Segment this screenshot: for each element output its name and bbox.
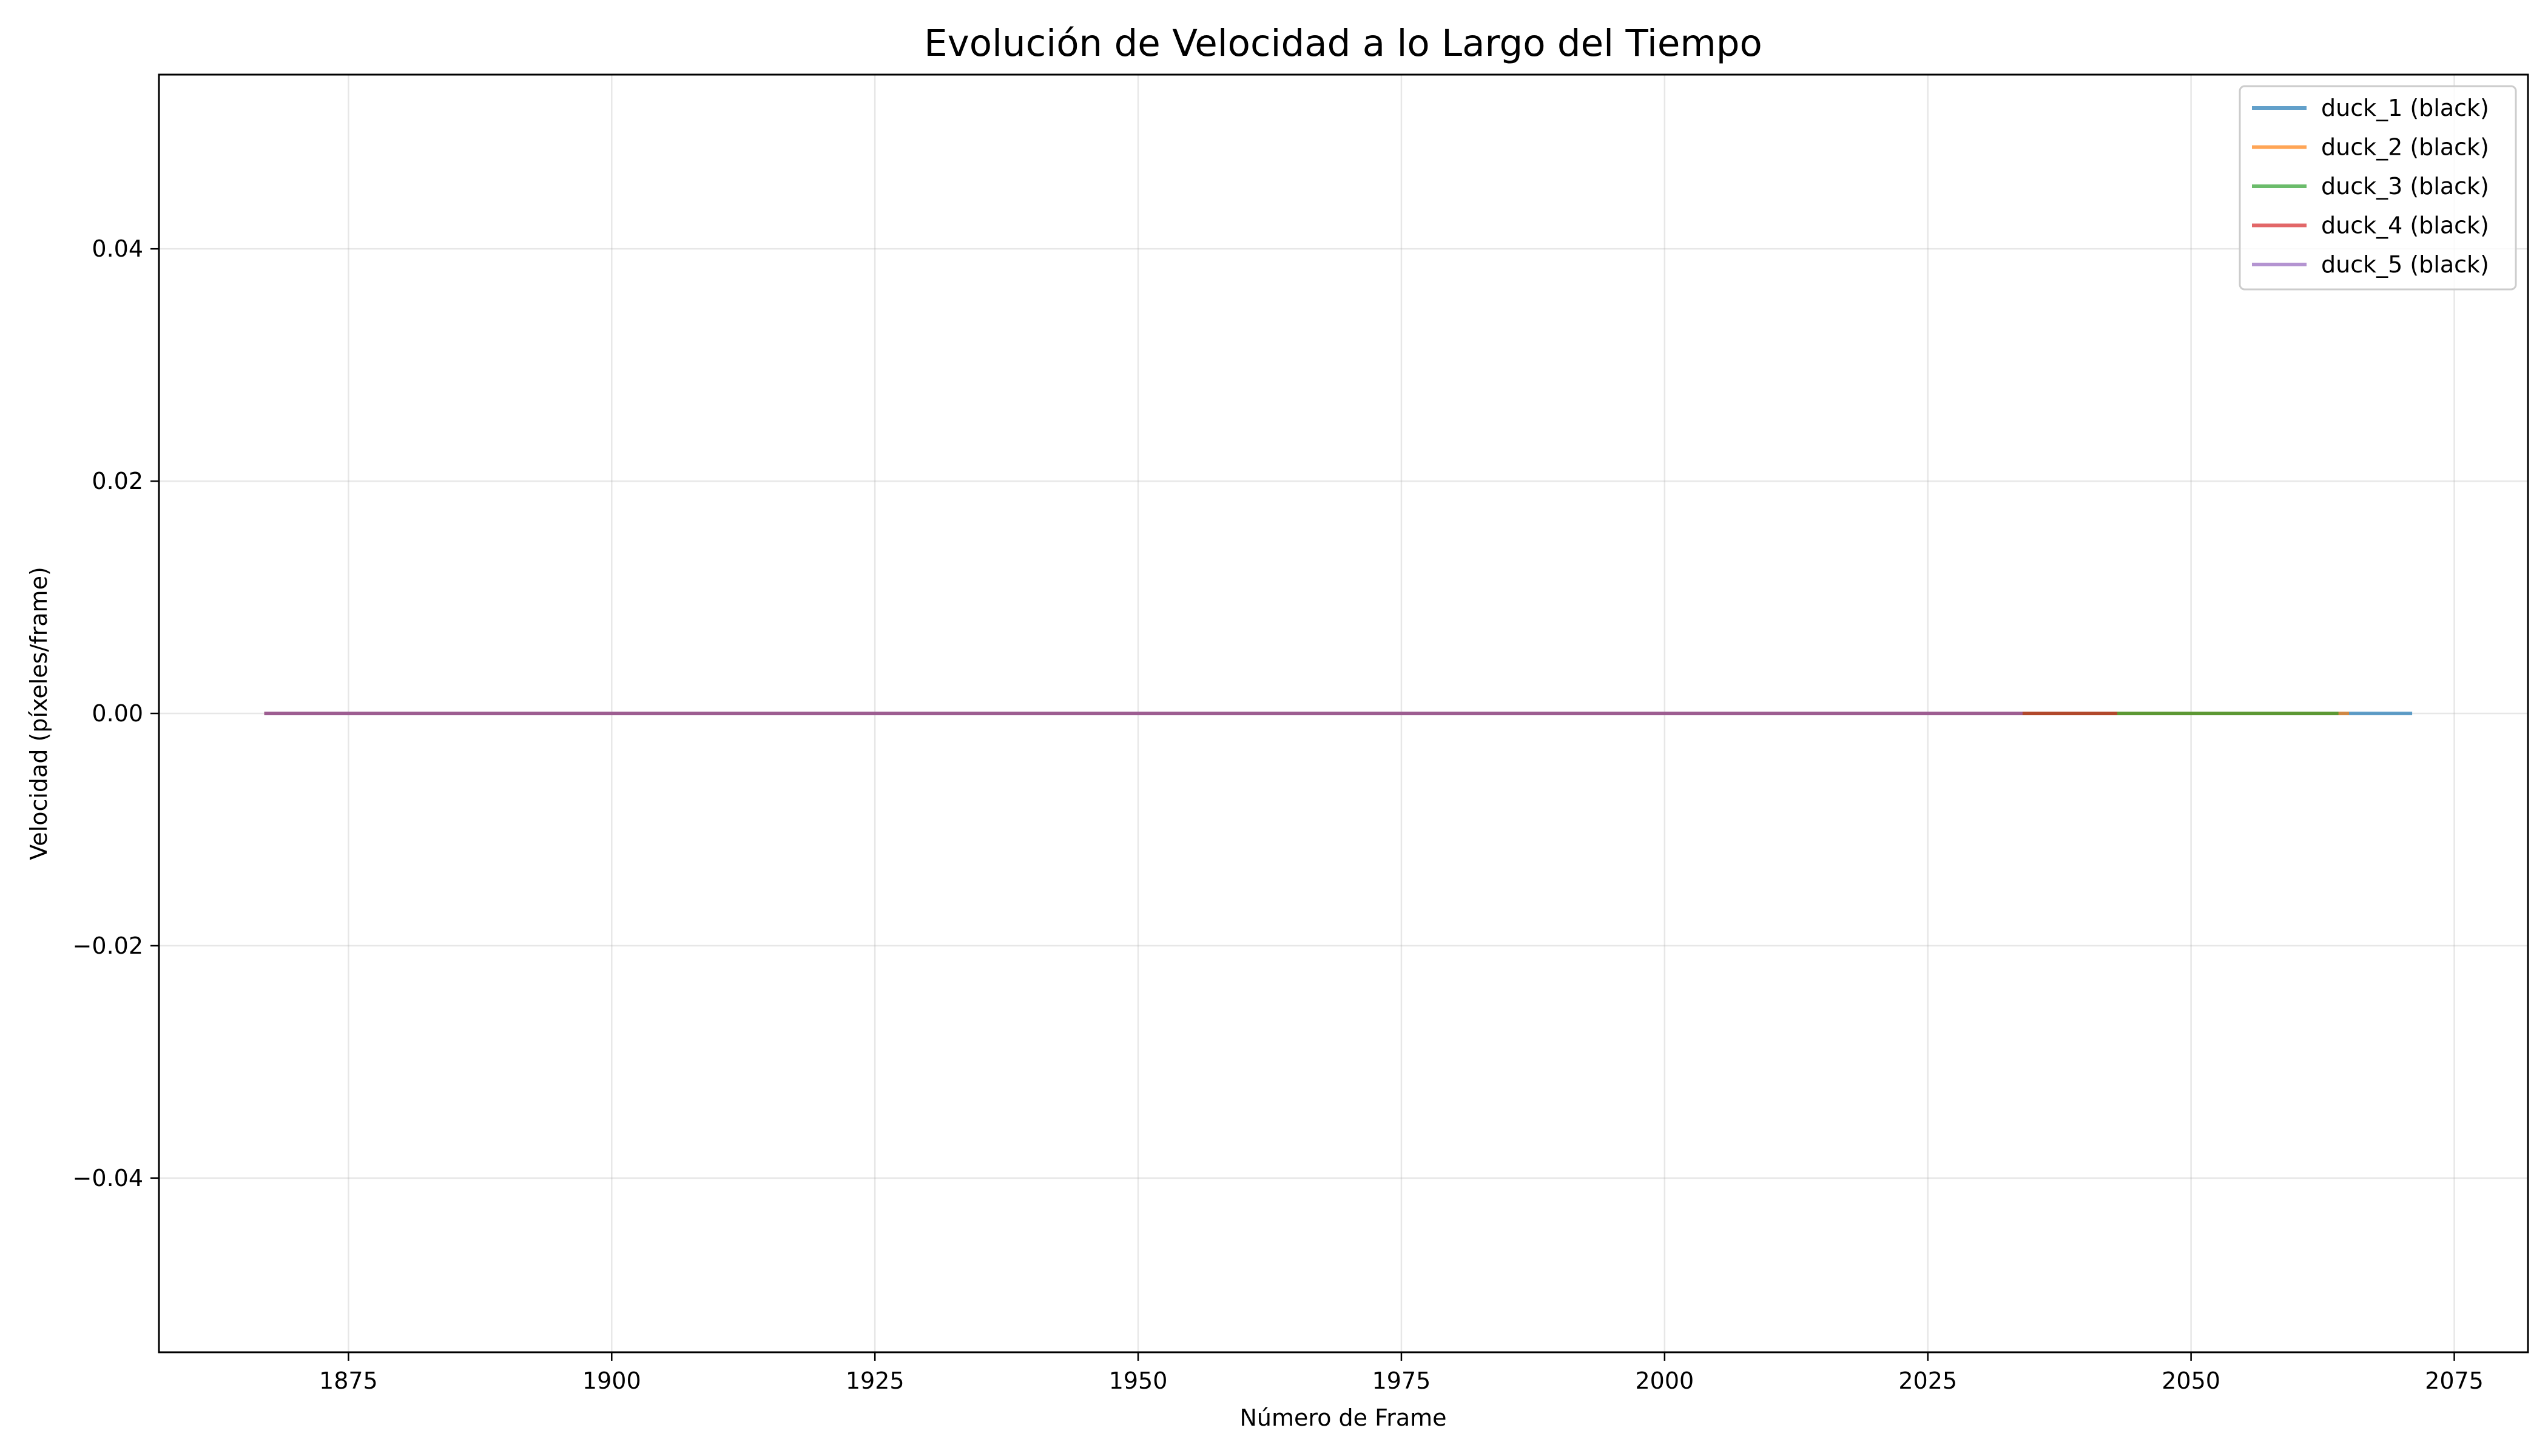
x-tick-label: 2075 xyxy=(2425,1367,2484,1394)
x-axis-label: Número de Frame xyxy=(1240,1404,1447,1431)
x-tick-label: 1900 xyxy=(582,1367,641,1394)
x-tick-label: 1950 xyxy=(1109,1367,1168,1394)
x-tick-label: 2025 xyxy=(1898,1367,1957,1394)
legend-label-3: duck_3 (black) xyxy=(2321,173,2489,200)
legend: duck_1 (black) duck_2 (black) duck_3 (blac… xyxy=(2239,85,2517,291)
x-tick-label: 1975 xyxy=(1372,1367,1431,1394)
y-tick-label: −0.04 xyxy=(73,1165,143,1191)
legend-label-4: duck_4 (black) xyxy=(2321,212,2489,239)
x-tick-label: 2050 xyxy=(2162,1367,2220,1394)
y-tick-label: 0.00 xyxy=(92,700,143,727)
legend-label-2: duck_2 (black) xyxy=(2321,134,2489,161)
y-tick-label: 0.04 xyxy=(92,235,143,262)
x-tick-label: 1925 xyxy=(846,1367,905,1394)
y-tick-label: 0.02 xyxy=(92,468,143,494)
y-tick-label: −0.02 xyxy=(73,932,143,959)
chart-title: Evolución de Velocidad a lo Largo del Ti… xyxy=(924,22,1762,65)
y-axis-label: Velocidad (píxeles/frame) xyxy=(25,567,52,860)
x-tick-label: 1875 xyxy=(319,1367,378,1394)
legend-label-1: duck_1 (black) xyxy=(2321,95,2489,121)
legend-box xyxy=(2239,85,2517,291)
tick-layer: 1875 1900 1925 1950 1975 2000 2025 2050 2075 0.04… xyxy=(73,235,2484,1394)
legend-label-5: duck_5 (black) xyxy=(2321,251,2489,278)
x-tick-label: 2000 xyxy=(1635,1367,1694,1394)
